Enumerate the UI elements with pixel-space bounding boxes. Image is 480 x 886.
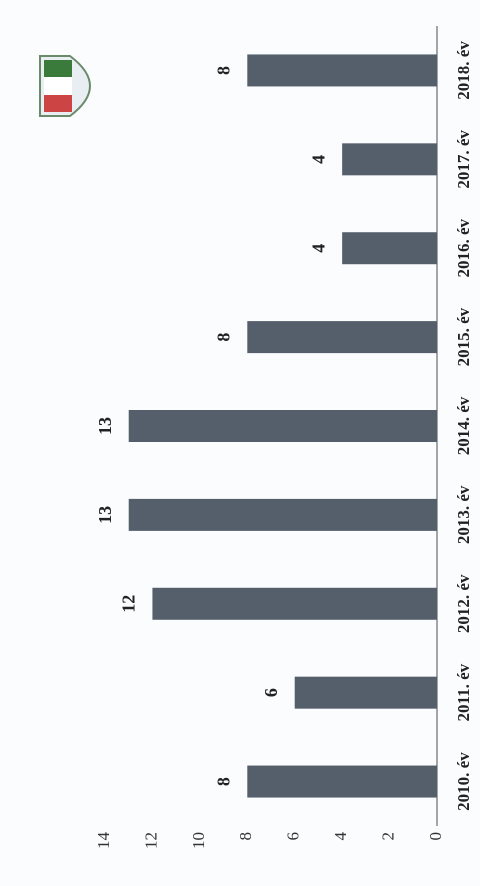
bar [128,410,437,442]
y-tick-label: 6 [284,832,303,841]
data-label: 4 [308,244,328,253]
x-tick-label: 2018. év [454,41,473,100]
data-label: 13 [95,417,115,435]
data-label: 13 [95,506,115,524]
bar [247,54,437,87]
x-tick-label: 2015. év [454,307,473,366]
y-tick-label: 10 [189,832,208,849]
y-tick-label: 12 [141,832,160,849]
bar [128,498,437,531]
data-label: 8 [213,66,233,75]
y-tick-label: 2 [378,832,397,841]
x-tick-label: 2013. év [454,485,473,544]
y-tick-label: 0 [426,832,445,841]
x-tick-label: 2011. év [454,663,473,721]
bar [247,765,437,798]
x-tick-label: 2017. év [454,130,473,189]
data-label: 6 [261,688,281,697]
data-label: 4 [308,155,328,164]
y-tick-label: 8 [236,832,255,841]
data-label: 8 [213,333,233,342]
data-label: 8 [213,777,233,786]
rotated-chart: 0 2 4 6 8 10 12 14 2010. év 8 2011. év 6 2012. év 12 2… [39,26,473,850]
x-tick-label: 2010. év [454,752,473,811]
bar [342,232,437,265]
x-tick-label: 2012. év [454,574,473,633]
bar [342,143,437,176]
y-tick-label: 14 [94,832,113,850]
bar [294,676,438,709]
x-tick-label: 2016. év [454,218,473,277]
bar [247,321,437,354]
x-tick-label: 2014. év [454,396,473,455]
bar [152,587,438,620]
y-tick-label: 4 [331,832,350,841]
logo [39,55,91,117]
data-label: 12 [119,595,139,613]
